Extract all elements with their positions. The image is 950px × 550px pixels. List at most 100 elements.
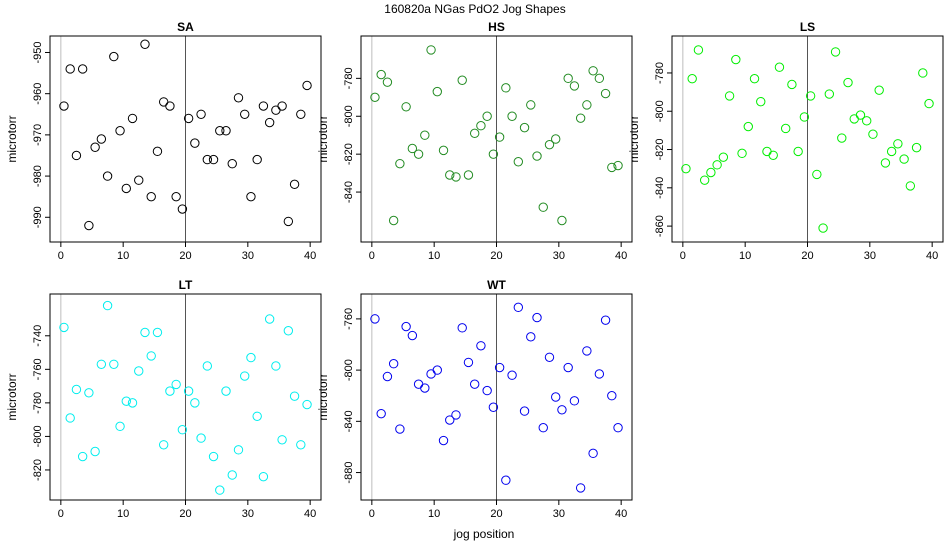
- data-point: [513, 157, 524, 167]
- data-point: [146, 351, 156, 361]
- data-point: [134, 366, 144, 376]
- x-tick-label: 30: [864, 250, 876, 262]
- data-point: [240, 371, 250, 381]
- data-point: [582, 346, 592, 356]
- y-tick-label: -880: [343, 462, 355, 484]
- data-point: [71, 150, 82, 161]
- data-point: [805, 91, 816, 101]
- data-point: [115, 421, 125, 432]
- data-point: [849, 114, 859, 124]
- data-point: [196, 433, 206, 443]
- data-point: [177, 425, 188, 435]
- data-point: [121, 183, 131, 194]
- x-tick-label: 0: [58, 508, 64, 520]
- data-point: [607, 391, 617, 401]
- x-tick-label: 30: [242, 250, 254, 262]
- data-point: [96, 359, 107, 369]
- data-point: [420, 130, 430, 140]
- data-point: [227, 470, 237, 480]
- data-point: [494, 132, 505, 142]
- data-point: [271, 361, 281, 371]
- data-point: [526, 332, 536, 342]
- data-point: [296, 109, 306, 119]
- x-tick-label: 40: [615, 250, 627, 262]
- data-point: [724, 91, 735, 101]
- y-tick-label: -840: [343, 410, 355, 432]
- y-axis-label: microtorr: [627, 115, 641, 162]
- data-point: [65, 64, 75, 74]
- data-point: [420, 383, 430, 393]
- data-point: [787, 79, 797, 90]
- data-point: [588, 66, 598, 76]
- data-point: [544, 352, 555, 363]
- x-tick-label: 10: [428, 250, 440, 262]
- y-axis-label: microtorr: [316, 115, 330, 162]
- data-point: [165, 386, 175, 396]
- data-point: [302, 80, 312, 91]
- x-tick-label: 10: [739, 250, 751, 262]
- data-point: [246, 191, 256, 202]
- data-point: [501, 83, 511, 93]
- data-point: [246, 352, 256, 363]
- data-point: [463, 170, 474, 180]
- data-point: [376, 408, 386, 419]
- data-point: [158, 440, 169, 450]
- data-point: [258, 471, 269, 482]
- data-point: [146, 191, 156, 202]
- data-point: [302, 399, 312, 410]
- x-tick-label: 40: [304, 508, 316, 520]
- data-point: [600, 315, 611, 325]
- data-point: [289, 391, 300, 401]
- data-point: [438, 145, 449, 156]
- data-point: [924, 98, 934, 109]
- data-point: [84, 388, 94, 398]
- data-point: [600, 88, 611, 99]
- data-point: [488, 149, 499, 159]
- data-point: [90, 446, 100, 457]
- x-tick-label: 20: [179, 508, 191, 520]
- data-point: [71, 384, 82, 395]
- data-point: [264, 314, 275, 324]
- y-tick-label: -860: [654, 215, 666, 237]
- data-point: [426, 369, 436, 379]
- data-point: [532, 312, 542, 323]
- data-point: [171, 379, 181, 390]
- data-point: [687, 73, 697, 84]
- data-point: [289, 179, 300, 190]
- y-tick-label: -780: [654, 62, 666, 84]
- data-point: [457, 323, 467, 333]
- data-point: [918, 68, 928, 78]
- data-point: [395, 424, 405, 434]
- data-point: [370, 92, 380, 103]
- x-tick-label: 40: [304, 250, 316, 262]
- data-point: [693, 45, 704, 55]
- data-point: [886, 146, 897, 157]
- data-point: [102, 171, 113, 181]
- data-point: [874, 85, 884, 95]
- y-tick-label: -990: [32, 206, 44, 228]
- data-point: [575, 113, 586, 123]
- data-point: [215, 485, 225, 495]
- y-axis-label: microtorr: [5, 373, 19, 420]
- data-point: [283, 216, 294, 227]
- data-point: [264, 117, 275, 128]
- data-point: [538, 423, 548, 433]
- data-point: [252, 411, 262, 421]
- data-point: [582, 100, 592, 110]
- panel-title: HS: [488, 20, 505, 34]
- x-tick-label: 30: [553, 250, 565, 262]
- y-tick-label: -780: [343, 67, 355, 89]
- data-point: [283, 326, 294, 336]
- data-point: [202, 154, 213, 165]
- data-point: [613, 423, 623, 433]
- data-point: [208, 451, 219, 462]
- data-point: [65, 413, 75, 423]
- data-point: [140, 327, 150, 338]
- y-tick-label: -950: [32, 41, 44, 63]
- data-point: [221, 126, 231, 136]
- data-point: [706, 167, 716, 178]
- data-point: [501, 475, 511, 485]
- data-point: [594, 369, 605, 379]
- data-point: [594, 73, 605, 84]
